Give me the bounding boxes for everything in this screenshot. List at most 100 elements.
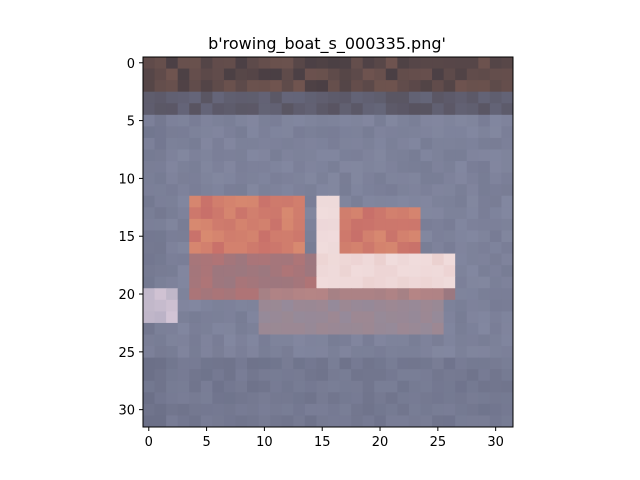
image-pixel: [189, 207, 202, 220]
image-pixel: [478, 242, 491, 255]
image-pixel: [351, 149, 364, 162]
image-pixel: [397, 334, 410, 347]
image-pixel: [200, 161, 213, 174]
image-pixel: [432, 195, 445, 208]
image-pixel: [143, 126, 156, 139]
image-pixel: [212, 149, 225, 162]
image-pixel: [166, 392, 179, 405]
image-pixel: [489, 346, 502, 359]
image-pixel: [466, 195, 479, 208]
image-pixel: [293, 242, 306, 255]
image-pixel: [293, 68, 306, 81]
image-pixel: [339, 369, 352, 382]
image-pixel: [501, 311, 514, 324]
image-pixel: [339, 207, 352, 220]
image-pixel: [143, 242, 156, 255]
image-pixel: [154, 91, 167, 104]
image-pixel: [489, 172, 502, 185]
image-pixel: [432, 126, 445, 139]
image-pixel: [143, 369, 156, 382]
image-pixel: [189, 276, 202, 289]
image-pixel: [281, 126, 294, 139]
image-pixel: [455, 380, 468, 393]
image-pixel: [408, 265, 421, 278]
image-pixel: [339, 57, 352, 70]
y-tick-label: 0: [127, 57, 135, 72]
image-pixel: [339, 242, 352, 255]
image-pixel: [339, 68, 352, 81]
image-pixel: [455, 80, 468, 93]
image-pixel: [304, 68, 317, 81]
image-pixel: [385, 126, 398, 139]
image-pixel: [478, 161, 491, 174]
x-tick-label: 30: [487, 435, 504, 450]
image-pixel: [397, 126, 410, 139]
image-pixel: [200, 334, 213, 347]
image-pixel: [247, 137, 260, 150]
image-pixel: [478, 218, 491, 231]
image-pixel: [420, 242, 433, 255]
image-pixel: [455, 242, 468, 255]
image-pixel: [293, 218, 306, 231]
image-pixel: [258, 103, 271, 116]
image-pixel: [281, 161, 294, 174]
image-pixel: [443, 311, 456, 324]
image-pixel: [258, 230, 271, 243]
image-pixel: [293, 80, 306, 93]
image-pixel: [478, 334, 491, 347]
image-pixel: [339, 380, 352, 393]
image-pixel: [443, 184, 456, 197]
image-pixel: [466, 253, 479, 266]
image-pixel: [478, 91, 491, 104]
image-pixel: [374, 68, 387, 81]
image-pixel: [362, 334, 375, 347]
image-pixel: [200, 392, 213, 405]
image-pixel: [339, 357, 352, 370]
image-pixel: [420, 195, 433, 208]
image-pixel: [200, 357, 213, 370]
image-pixel: [339, 149, 352, 162]
image-pixel: [455, 334, 468, 347]
image-pixel: [432, 369, 445, 382]
image-pixel: [420, 137, 433, 150]
image-pixel: [339, 161, 352, 174]
image-pixel: [177, 265, 190, 278]
image-pixel: [177, 403, 190, 416]
image-pixel: [466, 265, 479, 278]
image-pixel: [362, 57, 375, 70]
image-pixel: [351, 322, 364, 335]
image-pixel: [166, 172, 179, 185]
image-pixel: [212, 334, 225, 347]
image-pixel: [223, 184, 236, 197]
image-pixel: [235, 403, 248, 416]
image-pixel: [351, 276, 364, 289]
image-pixel: [177, 172, 190, 185]
image-pixel: [328, 380, 341, 393]
image-pixel: [432, 334, 445, 347]
image-pixel: [258, 57, 271, 70]
image-pixel: [432, 68, 445, 81]
image-pixel: [501, 242, 514, 255]
image-pixel: [258, 207, 271, 220]
image-pixel: [200, 126, 213, 139]
image-pixel: [339, 265, 352, 278]
image-pixel: [247, 242, 260, 255]
image-pixel: [328, 334, 341, 347]
image-pixel: [420, 172, 433, 185]
image-pixel: [443, 195, 456, 208]
image-pixel: [351, 299, 364, 312]
image-pixel: [154, 392, 167, 405]
image-pixel: [143, 57, 156, 70]
image-pixel: [339, 230, 352, 243]
image-pixel: [420, 114, 433, 127]
image-pixel: [328, 114, 341, 127]
image-pixel: [177, 392, 190, 405]
image-pixel: [316, 403, 329, 416]
image-pixel: [489, 161, 502, 174]
image-pixel: [443, 299, 456, 312]
image-pixel: [374, 172, 387, 185]
image-pixel: [466, 369, 479, 382]
image-pixel: [212, 218, 225, 231]
image-pixel: [339, 184, 352, 197]
image-pixel: [281, 311, 294, 324]
